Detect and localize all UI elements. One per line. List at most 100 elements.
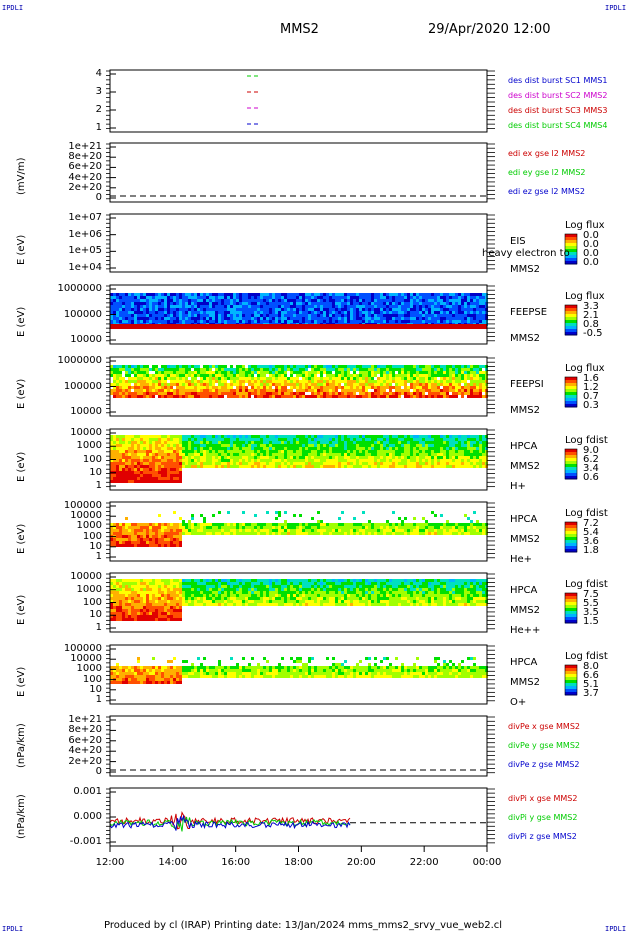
hpca-pixel (131, 465, 134, 468)
feepse-pixel (182, 305, 185, 308)
feepsi-pixel (272, 395, 275, 398)
feepse-pixel (323, 302, 326, 305)
hpca-pixel (404, 465, 407, 468)
hpca-pixel (227, 532, 230, 535)
hpca-pixel (338, 441, 341, 444)
feepsi-pixel (200, 395, 203, 398)
feepsi-pixel (137, 386, 140, 389)
hpca-pixel (158, 474, 161, 477)
feepse-pixel (137, 320, 140, 323)
hpca-pixel (221, 465, 224, 468)
hpca-pixel (200, 447, 203, 450)
feepsi-pixel (284, 386, 287, 389)
feepsi-pixel (230, 377, 233, 380)
hpca-pixel (314, 456, 317, 459)
feepse-pixel (422, 299, 425, 302)
feepse-pixel (290, 317, 293, 320)
hpca-pixel (455, 459, 458, 462)
feepse-pixel (131, 296, 134, 299)
hpca-pixel (149, 471, 152, 474)
hpca-pixel (239, 465, 242, 468)
feepsi-pixel (170, 395, 173, 398)
hpca-pixel (452, 459, 455, 462)
feepsi-pixel (179, 383, 182, 386)
hpca-pixel (260, 447, 263, 450)
colorbar-swatch (565, 395, 577, 399)
hpca-pixel (161, 459, 164, 462)
feepse-pixel (434, 299, 437, 302)
hpca-pixel (266, 450, 269, 453)
hpca-pixel (221, 444, 224, 447)
hpca-pixel (209, 447, 212, 450)
hpca-pixel (413, 444, 416, 447)
feepse-pixel (233, 311, 236, 314)
hpca-pixel (263, 532, 266, 535)
feepse-pixel (146, 320, 149, 323)
hpca-pixel (266, 526, 269, 529)
feepse-pixel (233, 320, 236, 323)
feepse-pixel (176, 305, 179, 308)
hpca-pixel (110, 435, 113, 438)
feepse-pixel (209, 308, 212, 311)
hpca-pixel (161, 480, 164, 483)
hpca-pixel (392, 453, 395, 456)
hpca-pixel (122, 477, 125, 480)
feepse-pixel (335, 296, 338, 299)
feepse-pixel (275, 308, 278, 311)
hpca-pixel (116, 465, 119, 468)
feepse-pixel (236, 308, 239, 311)
feepse-pixel (131, 314, 134, 317)
feepse-pixel (116, 320, 119, 323)
hpca-pixel (455, 465, 458, 468)
hpca-pixel (362, 532, 365, 535)
feepsi-pixel (302, 374, 305, 377)
hpca-pixel (140, 529, 143, 532)
hpca-pixel (188, 459, 191, 462)
hpca-pixel (119, 541, 122, 544)
feepse-pixel (227, 293, 230, 296)
feepsi-pixel (179, 392, 182, 395)
feepsi-pixel (161, 377, 164, 380)
hpca-pixel (215, 447, 218, 450)
hpca-pixel (293, 529, 296, 532)
feepse-pixel (374, 299, 377, 302)
feepse-pixel (410, 299, 413, 302)
hpca-pixel (311, 444, 314, 447)
hpca-pixel (119, 438, 122, 441)
feepsi-pixel (425, 371, 428, 374)
hpca-pixel (338, 532, 341, 535)
feepse-pixel (245, 299, 248, 302)
hpca-pixel (194, 526, 197, 529)
feepsi-pixel (125, 383, 128, 386)
feepsi-pixel (422, 368, 425, 371)
feepsi-pixel (383, 374, 386, 377)
hpca-pixel (116, 468, 119, 471)
feepse-pixel (383, 320, 386, 323)
feepsi-pixel (131, 392, 134, 395)
feepsi-pixel (239, 392, 242, 395)
feepse-pixel (308, 311, 311, 314)
feepse-pixel (386, 293, 389, 296)
hpca-pixel (143, 480, 146, 483)
hpca-pixel (128, 456, 131, 459)
hpca-pixel (122, 447, 125, 450)
hpca-pixel (266, 441, 269, 444)
feepse-pixel (329, 299, 332, 302)
feepse-pixel (173, 299, 176, 302)
hpca-pixel (425, 435, 428, 438)
hpca-pixel (122, 435, 125, 438)
hpca-pixel (416, 462, 419, 465)
feepsi-pixel (137, 395, 140, 398)
feepsi-pixel (158, 377, 161, 380)
feepsi-pixel (311, 389, 314, 392)
feepse-pixel (263, 317, 266, 320)
hpca-pixel (134, 477, 137, 480)
hpca-pixel (383, 529, 386, 532)
hpca-pixel (308, 532, 311, 535)
hpca-pixel (437, 435, 440, 438)
feepse-pixel (128, 314, 131, 317)
hpca-pixel (278, 532, 281, 535)
hpca-pixel (113, 447, 116, 450)
feepse-pixel (134, 320, 137, 323)
hpca-pixel (194, 523, 197, 526)
